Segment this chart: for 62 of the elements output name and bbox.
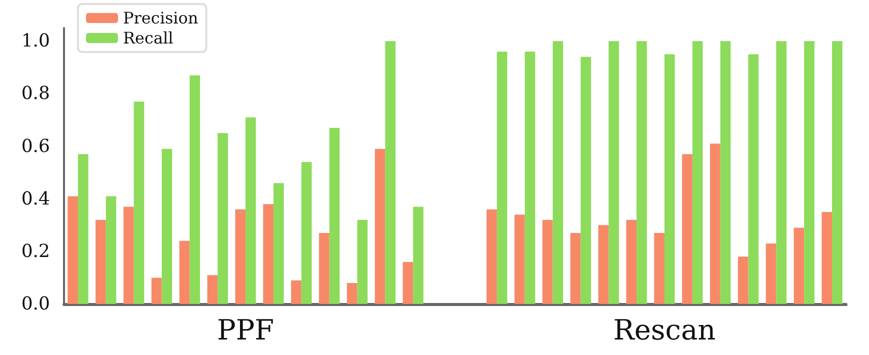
bar <box>273 183 284 304</box>
bar <box>357 220 368 304</box>
bar <box>664 54 675 304</box>
legend-label: Recall <box>123 28 174 48</box>
y-tick-label: 0.0 <box>21 294 50 314</box>
bar <box>776 41 787 304</box>
bar <box>179 240 190 304</box>
bar <box>608 41 619 304</box>
bar <box>318 233 330 304</box>
bar <box>514 214 525 304</box>
bar <box>524 52 536 304</box>
bar <box>542 220 553 304</box>
bar <box>570 233 581 304</box>
bar <box>766 244 776 304</box>
bar <box>190 75 200 304</box>
bar <box>720 41 731 304</box>
bar <box>96 220 106 304</box>
bar <box>346 282 358 304</box>
y-tick-label: 1.0 <box>21 30 50 52</box>
bar <box>682 154 692 304</box>
bar <box>738 256 748 304</box>
bar <box>710 144 720 304</box>
bar <box>804 41 814 304</box>
bar <box>246 117 256 304</box>
bar <box>692 41 703 304</box>
bar <box>626 220 637 304</box>
bar <box>580 56 592 304</box>
y-tick-label: 0.2 <box>21 240 50 262</box>
bar <box>402 262 414 304</box>
bar <box>832 41 842 304</box>
x-tick-label: Rescan <box>613 314 716 346</box>
bar <box>385 41 396 304</box>
bar <box>218 133 228 304</box>
y-tick-label: 0.6 <box>21 136 50 157</box>
bar <box>794 228 804 304</box>
bar <box>235 209 246 304</box>
bar <box>151 278 162 304</box>
bar <box>748 54 759 304</box>
bar <box>134 102 144 304</box>
x-tick-label: PPF <box>216 314 274 346</box>
bar <box>106 196 116 304</box>
bar <box>654 233 664 304</box>
bar <box>822 212 832 304</box>
bar <box>496 52 508 304</box>
bar <box>486 209 497 304</box>
bar <box>598 225 609 304</box>
bar <box>291 280 302 304</box>
bar <box>123 206 134 304</box>
bar <box>301 162 312 304</box>
bar <box>374 148 386 304</box>
bar <box>263 204 274 304</box>
legend-label: Precision <box>123 8 198 28</box>
bar <box>207 275 218 304</box>
bar <box>413 206 424 304</box>
y-tick-label: 0.4 <box>21 188 50 210</box>
bar <box>78 154 88 304</box>
bar <box>68 196 78 304</box>
y-tick-label: 0.8 <box>21 83 50 104</box>
bar <box>329 128 340 304</box>
bar <box>552 41 564 304</box>
bar <box>162 148 172 304</box>
bar <box>636 41 647 304</box>
